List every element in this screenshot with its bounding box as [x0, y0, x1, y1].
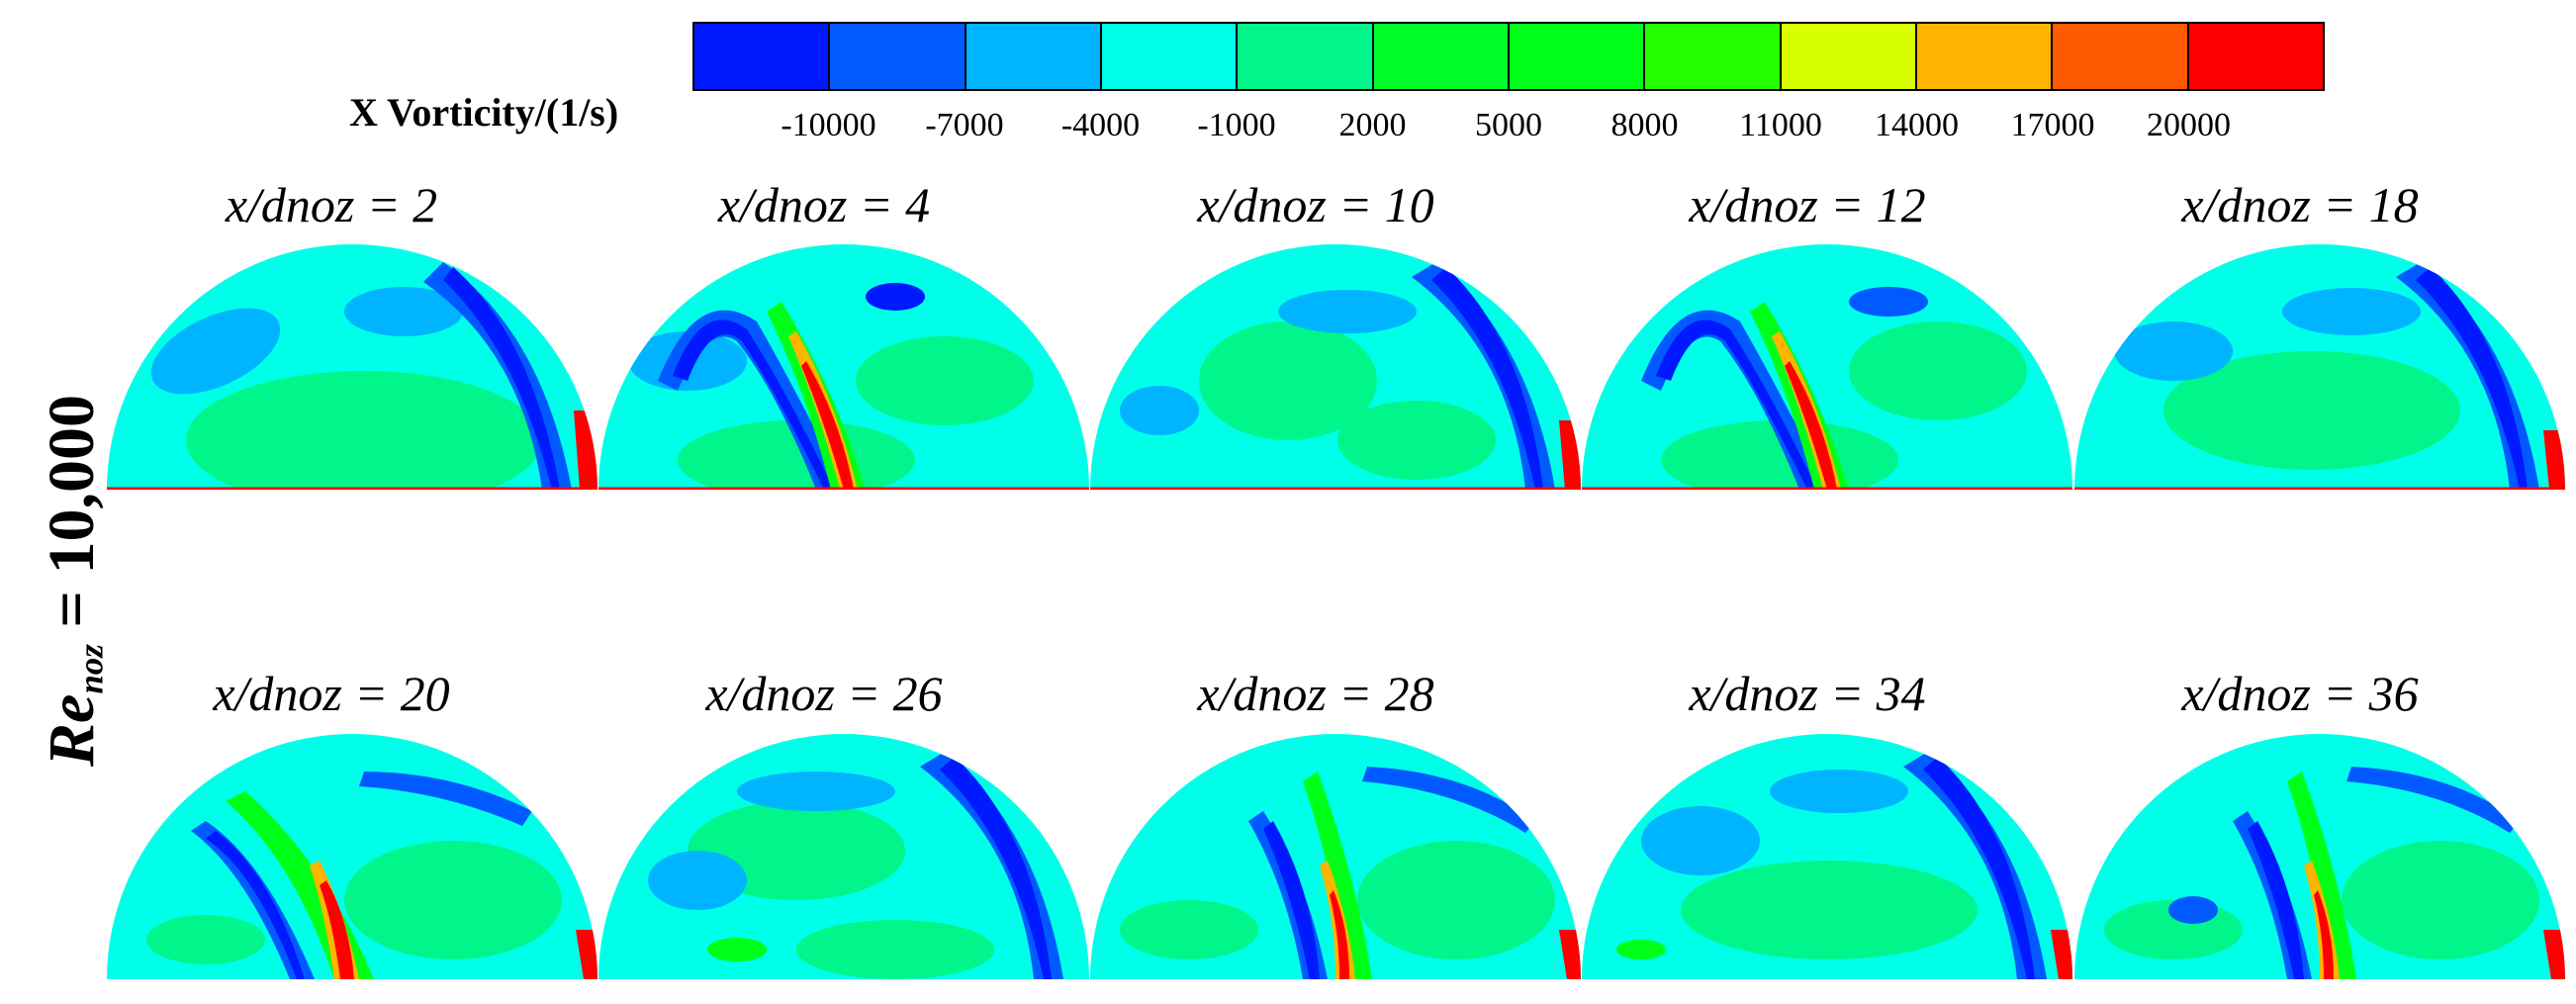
colorbar-segment	[966, 24, 1102, 89]
panel-title-r1-2: x/dnoz = 4	[717, 177, 931, 232]
colorbar	[692, 22, 2325, 91]
vorticity-contour-r1-3	[1090, 242, 1581, 490]
colorbar-tick-label: 8000	[1610, 107, 1679, 143]
colorbar-segment	[1238, 24, 1374, 89]
colorbar-segment	[1916, 24, 2054, 89]
colorbar-title: X Vorticity/(1/s)	[349, 90, 619, 135]
panel-title-r1-1: x/dnoz = 2	[225, 177, 438, 232]
panel-title-r1-4: x/dnoz = 12	[1689, 177, 1926, 232]
vorticity-contour-r1-4	[1582, 242, 2072, 490]
panel-title-r2-1: x/dnoz = 20	[213, 666, 450, 721]
panel-title-r1-3: x/dnoz = 10	[1197, 177, 1434, 232]
colorbar-tick-label: 11000	[1739, 107, 1822, 143]
vorticity-contour-r1-2	[598, 242, 1089, 490]
re-symbol: Re	[36, 693, 108, 767]
vorticity-contour-r1-1	[107, 242, 598, 490]
colorbar-segment	[2053, 24, 2189, 89]
colorbar-tick-label: 5000	[1475, 107, 1542, 143]
vorticity-contour-r2-3	[1090, 732, 1581, 979]
colorbar-tick-label: -10000	[781, 107, 876, 143]
colorbar-segment	[1373, 24, 1510, 89]
panel-title-r2-5: x/dnoz = 36	[2181, 666, 2419, 721]
panel-title-r1-5: x/dnoz = 18	[2181, 177, 2419, 232]
colorbar-segment	[1645, 24, 1782, 89]
re-subscript: noz	[71, 644, 111, 694]
colorbar-segment	[2188, 24, 2323, 89]
colorbar-tick-label: 17000	[2010, 107, 2095, 143]
panel-title-r2-3: x/dnoz = 28	[1197, 666, 1434, 721]
colorbar-tick-label: -4000	[1060, 107, 1141, 143]
colorbar-tick-label: -7000	[925, 107, 1004, 143]
colorbar-tick-label: -1000	[1197, 107, 1276, 143]
vorticity-contour-r2-1	[107, 732, 598, 979]
colorbar-tick-label: 2000	[1338, 107, 1407, 143]
vorticity-contour-r1-5	[2074, 242, 2565, 490]
vorticity-contour-r2-5	[2074, 732, 2565, 979]
vorticity-contour-r2-4	[1582, 732, 2072, 979]
panel-title-r2-4: x/dnoz = 34	[1689, 666, 1926, 721]
colorbar-segment	[694, 24, 831, 89]
colorbar-segment	[830, 24, 966, 89]
colorbar-tick-label: 20000	[2147, 107, 2231, 143]
panel-title-r2-2: x/dnoz = 26	[705, 666, 943, 721]
colorbar-tick-label: 14000	[1875, 107, 1959, 143]
vorticity-contour-r2-2	[598, 732, 1089, 979]
colorbar-segment	[1509, 24, 1646, 89]
colorbar-segment	[1101, 24, 1239, 89]
reynolds-number-label: Renoz = 10,000	[35, 395, 114, 767]
colorbar-segment	[1781, 24, 1917, 89]
re-value: = 10,000	[36, 394, 108, 645]
